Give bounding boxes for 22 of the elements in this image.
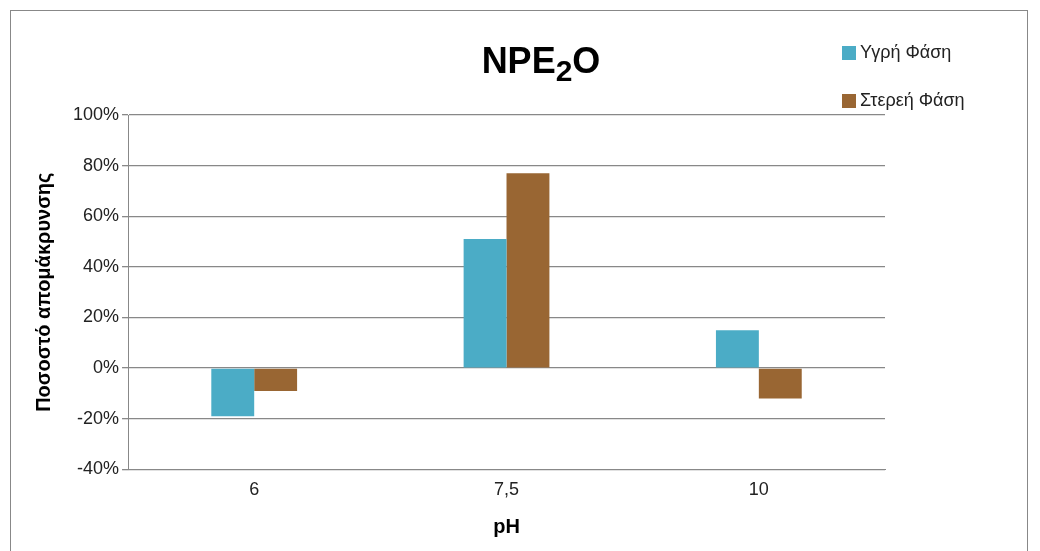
y-tick-label: 80%	[83, 154, 120, 175]
y-tick-label: -20%	[77, 407, 120, 428]
y-tick-label: 40%	[83, 255, 120, 276]
y-tick-label: 20%	[83, 306, 120, 327]
legend-label: Στερεή Φάση	[860, 89, 965, 110]
bar	[506, 173, 550, 368]
y-tick-label: 60%	[83, 205, 120, 226]
y-tick-label: 0%	[93, 357, 120, 378]
x-axis-title: pH	[493, 514, 520, 537]
bar	[254, 368, 298, 391]
chart-title: NPE$_{2}$O	[480, 40, 602, 89]
x-tick-label: 7,5	[494, 479, 520, 500]
bar	[463, 239, 507, 368]
y-tick-label: -40%	[77, 458, 120, 479]
x-tick-label: 6	[249, 479, 260, 500]
legend-label: Υγρή Φάση	[860, 41, 952, 62]
bar	[715, 330, 759, 368]
y-tick-label: 100%	[72, 103, 120, 124]
y-axis-title: Ποσοστό απομάκρυνσης	[31, 172, 54, 412]
x-tick-label: 10	[748, 479, 769, 500]
bar	[211, 368, 255, 417]
bar	[758, 368, 802, 399]
